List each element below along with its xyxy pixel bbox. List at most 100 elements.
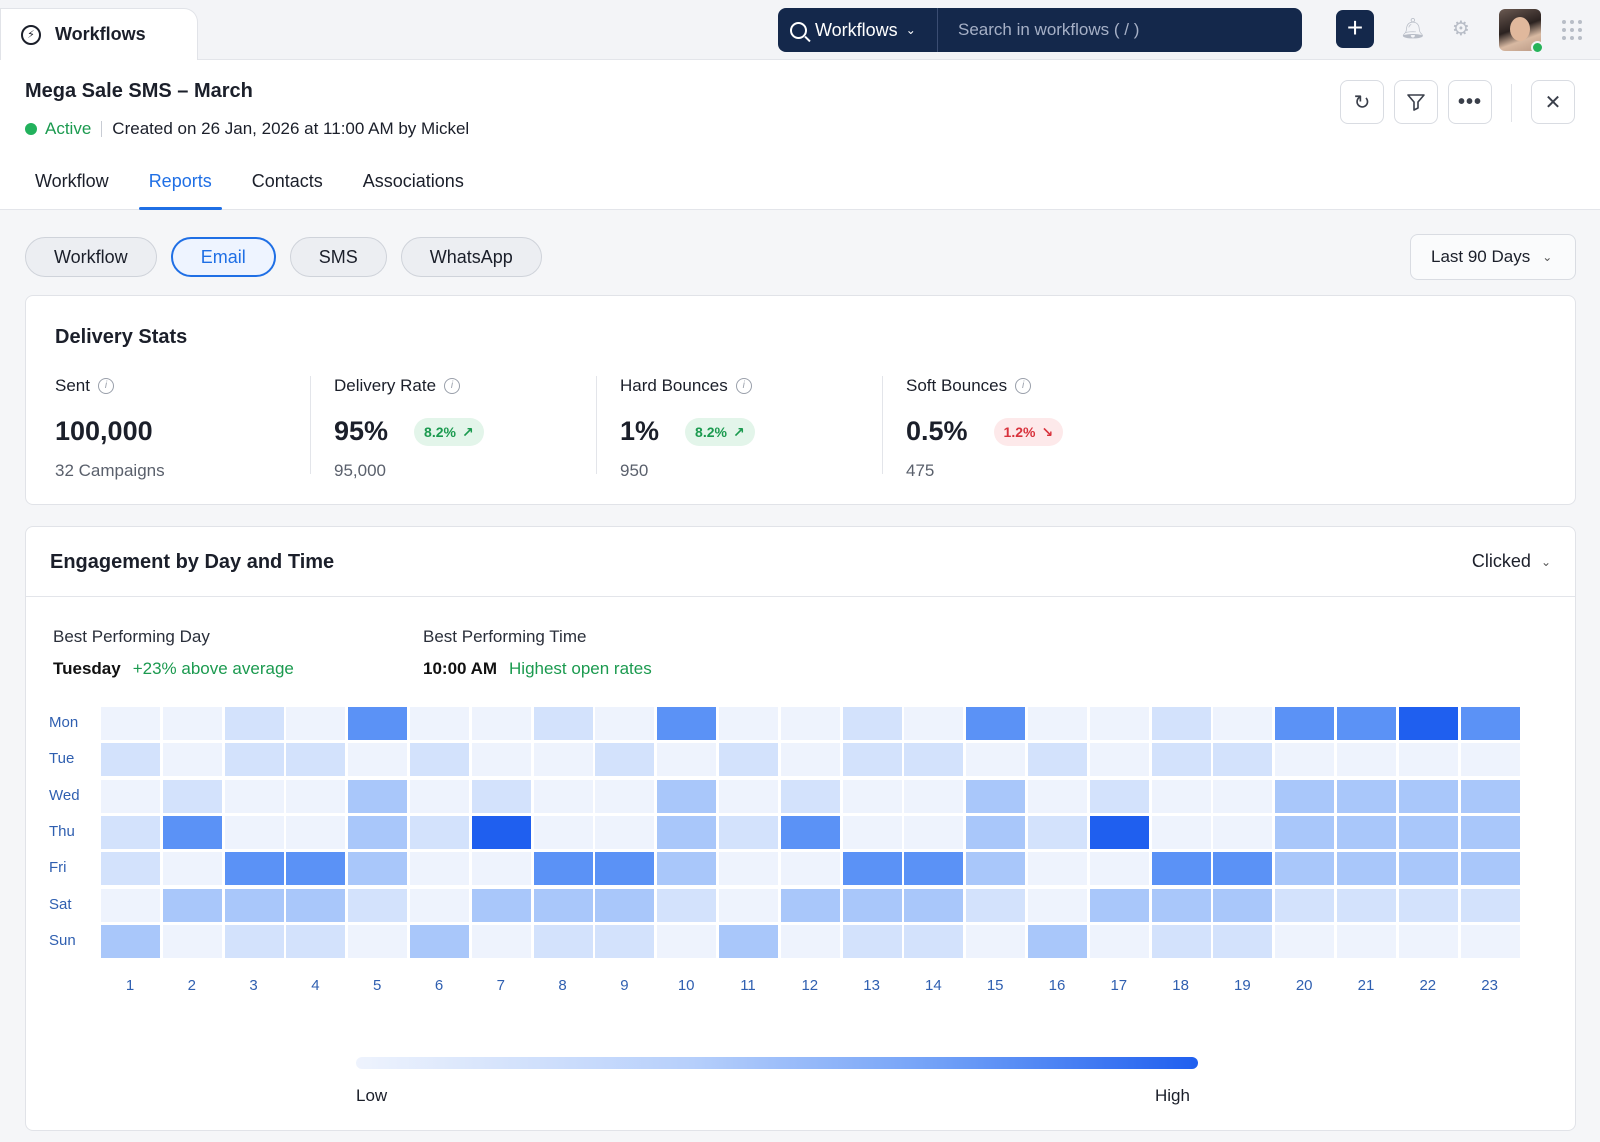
heatmap-cell[interactable] — [1151, 888, 1211, 922]
heatmap-cell[interactable] — [224, 924, 284, 958]
heatmap-cell[interactable] — [1398, 924, 1458, 958]
heatmap-cell[interactable] — [1089, 815, 1149, 849]
heatmap-cell[interactable] — [904, 852, 964, 886]
heatmap-cell[interactable] — [410, 888, 469, 922]
tab-contacts[interactable]: Contacts — [251, 171, 323, 191]
bell-icon[interactable]: 🔔︎ — [1400, 18, 1426, 40]
heatmap-cell[interactable] — [1213, 852, 1273, 886]
heatmap-cell[interactable] — [1213, 707, 1273, 740]
heatmap-cell[interactable] — [533, 888, 593, 922]
heatmap-cell[interactable] — [471, 888, 531, 922]
heatmap-cell[interactable] — [842, 743, 902, 777]
heatmap-cell[interactable] — [780, 852, 840, 886]
search-input[interactable] — [938, 8, 1302, 52]
heatmap-cell[interactable] — [1275, 779, 1335, 813]
heatmap-cell[interactable] — [1213, 924, 1273, 958]
heatmap-cell[interactable] — [410, 815, 469, 849]
heatmap-cell[interactable] — [1028, 852, 1087, 886]
heatmap-cell[interactable] — [533, 707, 593, 740]
heatmap-cell[interactable] — [286, 815, 346, 849]
heatmap-cell[interactable] — [101, 888, 160, 922]
heatmap-cell[interactable] — [657, 924, 717, 958]
heatmap-cell[interactable] — [1460, 743, 1520, 777]
channel-workflow[interactable]: Workflow — [25, 237, 157, 277]
heatmap-cell[interactable] — [162, 888, 222, 922]
close-button[interactable]: ✕ — [1531, 80, 1575, 124]
heatmap-cell[interactable] — [1151, 815, 1211, 849]
heatmap-cell[interactable] — [1337, 743, 1396, 777]
metric-dropdown[interactable]: Clicked ⌄ — [1472, 551, 1551, 572]
heatmap-cell[interactable] — [1337, 852, 1396, 886]
heatmap-cell[interactable] — [1275, 852, 1335, 886]
heatmap-cell[interactable] — [904, 743, 964, 777]
heatmap-cell[interactable] — [348, 852, 408, 886]
heatmap-cell[interactable] — [1151, 743, 1211, 777]
heatmap-cell[interactable] — [533, 852, 593, 886]
heatmap-cell[interactable] — [348, 924, 408, 958]
heatmap-cell[interactable] — [1398, 779, 1458, 813]
app-tab-workflows[interactable]: ⚡ Workflows — [0, 8, 198, 60]
heatmap-cell[interactable] — [101, 743, 160, 777]
date-range-dropdown[interactable]: Last 90 Days ⌄ — [1410, 234, 1576, 280]
heatmap-cell[interactable] — [966, 852, 1026, 886]
more-options-button[interactable]: ••• — [1448, 80, 1492, 124]
heatmap-cell[interactable] — [410, 743, 469, 777]
heatmap-cell[interactable] — [842, 779, 902, 813]
heatmap-cell[interactable] — [224, 888, 284, 922]
heatmap-cell[interactable] — [162, 815, 222, 849]
heatmap-cell[interactable] — [286, 888, 346, 922]
heatmap-cell[interactable] — [966, 888, 1026, 922]
heatmap-cell[interactable] — [719, 743, 778, 777]
heatmap-cell[interactable] — [1337, 707, 1396, 740]
heatmap-cell[interactable] — [471, 815, 531, 849]
heatmap-cell[interactable] — [904, 779, 964, 813]
channel-sms[interactable]: SMS — [289, 237, 387, 277]
heatmap-cell[interactable] — [1028, 707, 1087, 740]
heatmap-cell[interactable] — [101, 707, 160, 740]
heatmap-cell[interactable] — [1398, 815, 1458, 849]
info-icon[interactable]: i — [735, 378, 752, 394]
heatmap-cell[interactable] — [1089, 888, 1149, 922]
heatmap-cell[interactable] — [471, 743, 531, 777]
heatmap-cell[interactable] — [595, 815, 655, 849]
heatmap-cell[interactable] — [533, 924, 593, 958]
heatmap-cell[interactable] — [1275, 888, 1335, 922]
heatmap-cell[interactable] — [1460, 852, 1520, 886]
avatar[interactable] — [1499, 9, 1544, 54]
heatmap-cell[interactable] — [780, 888, 840, 922]
heatmap-cell[interactable] — [348, 707, 408, 740]
heatmap-cell[interactable] — [1460, 815, 1520, 849]
heatmap-cell[interactable] — [224, 852, 284, 886]
heatmap-cell[interactable] — [1089, 743, 1149, 777]
heatmap-cell[interactable] — [657, 743, 717, 777]
tab-reports[interactable]: Reports — [138, 166, 222, 210]
info-icon[interactable]: i — [97, 378, 114, 394]
heatmap-cell[interactable] — [101, 815, 160, 849]
heatmap-cell[interactable] — [286, 924, 346, 958]
heatmap-cell[interactable] — [1398, 888, 1458, 922]
heatmap-cell[interactable] — [1213, 779, 1273, 813]
heatmap-cell[interactable] — [1089, 924, 1149, 958]
heatmap-cell[interactable] — [162, 924, 222, 958]
heatmap-cell[interactable] — [780, 743, 840, 777]
heatmap-cell[interactable] — [1028, 779, 1087, 813]
heatmap-cell[interactable] — [1275, 924, 1335, 958]
heatmap-cell[interactable] — [1337, 924, 1396, 958]
heatmap-cell[interactable] — [657, 707, 717, 740]
heatmap-cell[interactable] — [719, 924, 778, 958]
channel-email[interactable]: Email — [170, 237, 276, 277]
filter-button[interactable] — [1394, 80, 1438, 124]
heatmap-cell[interactable] — [1089, 852, 1149, 886]
heatmap-cell[interactable] — [1460, 924, 1520, 958]
heatmap-cell[interactable] — [1028, 924, 1087, 958]
heatmap-cell[interactable] — [348, 743, 408, 777]
grid-icon[interactable] — [1562, 20, 1582, 40]
heatmap-cell[interactable] — [595, 852, 655, 886]
heatmap-cell[interactable] — [657, 779, 717, 813]
heatmap-cell[interactable] — [657, 852, 717, 886]
heatmap-cell[interactable] — [286, 779, 346, 813]
heatmap-cell[interactable] — [1213, 743, 1273, 777]
heatmap-cell[interactable] — [471, 852, 531, 886]
heatmap-cell[interactable] — [595, 779, 655, 813]
heatmap-cell[interactable] — [410, 924, 469, 958]
